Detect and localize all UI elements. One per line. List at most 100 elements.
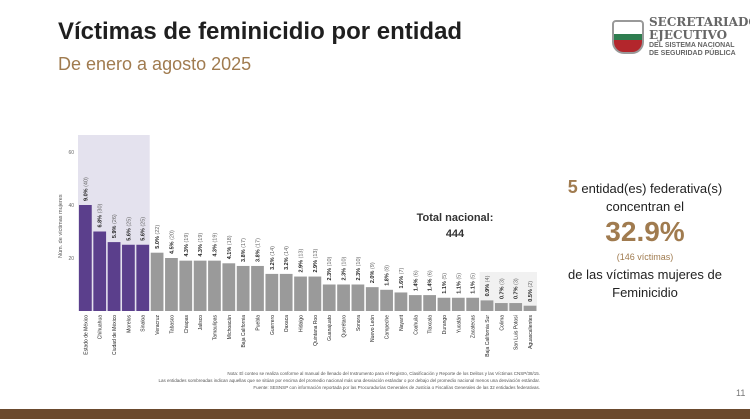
logo-line-4: DE SEGURIDAD PÚBLICA (649, 50, 736, 57)
total-label: Total nacional: (416, 212, 494, 224)
category-label: Jalisco (198, 315, 204, 331)
page-title: Víctimas de feminicidio por entidad (58, 18, 463, 45)
category-label: Guanajuato (327, 315, 333, 341)
bar-tabasco (165, 258, 178, 311)
category-label: Querétaro (342, 315, 348, 338)
category-label: Morelos (126, 315, 132, 333)
footnotes: Nota: El conteo se realiza conforme al m… (20, 370, 541, 391)
data-label: 2.0% (9) (370, 262, 376, 283)
data-label: 6.8% (30) (98, 203, 104, 227)
logo-line-3: DEL SISTEMA NACIONAL (649, 42, 735, 49)
data-label: 1.4% (6) (428, 270, 434, 291)
bar-sinaloa (136, 244, 150, 311)
category-label: Chihuahua (98, 315, 104, 339)
category-label: Zacatecas (471, 315, 477, 339)
summary-line1: entidad(es) federativa(s) (577, 181, 723, 196)
category-label: Colima (499, 315, 505, 331)
summary-line2: concentran el (605, 199, 685, 214)
footer-bar (0, 409, 750, 419)
data-label: 0.5% (2) (528, 281, 534, 302)
bar-chihuahua (93, 231, 107, 311)
category-label: Hidalgo (299, 315, 305, 332)
data-label: 2.9% (13) (313, 249, 319, 273)
category-label: Nuevo León (370, 315, 376, 342)
category-label: Ciudad de México (112, 315, 118, 355)
bar-querétaro (337, 284, 350, 311)
category-label: Nayarit (399, 314, 405, 330)
category-label: Yucatán (456, 315, 462, 333)
bar-ciudad-de-méxico (107, 242, 121, 311)
category-label: Baja California Sur (485, 315, 491, 357)
data-label: 4.5% (20) (169, 230, 175, 254)
data-label: 3.2% (14) (270, 246, 276, 270)
category-label: Veracruz (155, 315, 161, 335)
bar-oaxaca (279, 273, 293, 311)
summary-count: 5 (567, 177, 578, 197)
bar-coahuila (408, 295, 422, 311)
bar-guerrero (265, 273, 279, 311)
bar-yucatán (451, 297, 465, 311)
note-2: Las entidades sombreadas indican aquella… (158, 378, 541, 383)
category-label: Puebla (255, 315, 261, 331)
data-label: 5.0% (22) (155, 225, 161, 249)
category-label: San Luis Potosí (514, 314, 520, 350)
category-label: Sonora (356, 315, 362, 331)
data-label: 1.1% (5) (442, 273, 448, 294)
category-label: Aguascalientes (528, 315, 534, 349)
data-label: 5.9% (26) (112, 214, 118, 238)
y-tick-label: 40 (68, 203, 74, 209)
category-label: Estado de México (83, 315, 89, 355)
bar-baja-california (236, 265, 250, 311)
bar-tlaxcala (423, 295, 436, 311)
category-label: Quintana Roo (313, 315, 319, 346)
category-label: Chiapas (184, 315, 190, 334)
summary-panel: 5 entidad(es) federativa(s) concentran e… (545, 178, 745, 302)
shield-logo-icon (612, 20, 644, 54)
summary-line3: de las víctimas mujeres de (568, 267, 722, 282)
note-1: Nota: El conteo se realiza conforme al m… (227, 371, 540, 376)
data-label: 2.3% (10) (327, 256, 333, 280)
category-label: Tabasco (169, 315, 175, 334)
data-label: 5.6% (25) (141, 217, 147, 241)
data-label: 1.8% (8) (385, 265, 391, 286)
bar-colima (494, 303, 508, 311)
bar-nayarit (394, 292, 408, 311)
bar-morelos (122, 244, 135, 311)
bar-nuevo-león (365, 287, 379, 311)
bar-baja-california-sur (480, 300, 494, 311)
category-label: Sinaloa (141, 315, 147, 332)
data-label: 4.3% (19) (184, 233, 190, 257)
y-tick-label: 60 (68, 150, 74, 156)
summary-percent: 32.9% (605, 216, 685, 247)
data-label: 0.9% (4) (485, 275, 491, 296)
category-label: Michoacán (227, 315, 233, 339)
bar-aguascalientes (523, 305, 537, 311)
data-label: 3.2% (14) (284, 246, 290, 270)
data-label: 9.0% (40) (83, 177, 89, 201)
bar-michoacán (222, 263, 236, 311)
bar-quintana-roo (308, 276, 322, 311)
y-tick-label: 20 (68, 256, 74, 262)
bar-san-luis-potosí (509, 303, 523, 311)
category-label: Oaxaca (284, 315, 290, 332)
bar-guanajuato (322, 284, 336, 311)
note-3: Fuente: SESNSP con información reportada… (253, 385, 540, 390)
bar-estado-de-méxico (79, 205, 92, 311)
data-label: 0.7% (3) (499, 278, 505, 299)
bar-jalisco (193, 260, 207, 311)
data-label: 1.4% (6) (413, 270, 419, 291)
bar-durango (437, 297, 451, 311)
total-value: 444 (445, 228, 465, 240)
category-label: Tamaulipas (212, 315, 218, 341)
data-label: 2.3% (10) (356, 256, 362, 280)
y-axis-label: Núm. de víctimas mujeres (58, 194, 64, 258)
bar-hidalgo (294, 276, 307, 311)
logo: SECRETARIADO EJECUTIVO DEL SISTEMA NACIO… (612, 16, 750, 58)
category-label: Tlaxcala (428, 315, 434, 334)
bar-campeche (380, 289, 393, 311)
data-label: 1.6% (7) (399, 267, 405, 288)
page-subtitle: De enero a agosto 2025 (58, 54, 252, 74)
page-number: 11 (736, 388, 746, 398)
summary-victims: (146 víctimas) (616, 252, 674, 262)
